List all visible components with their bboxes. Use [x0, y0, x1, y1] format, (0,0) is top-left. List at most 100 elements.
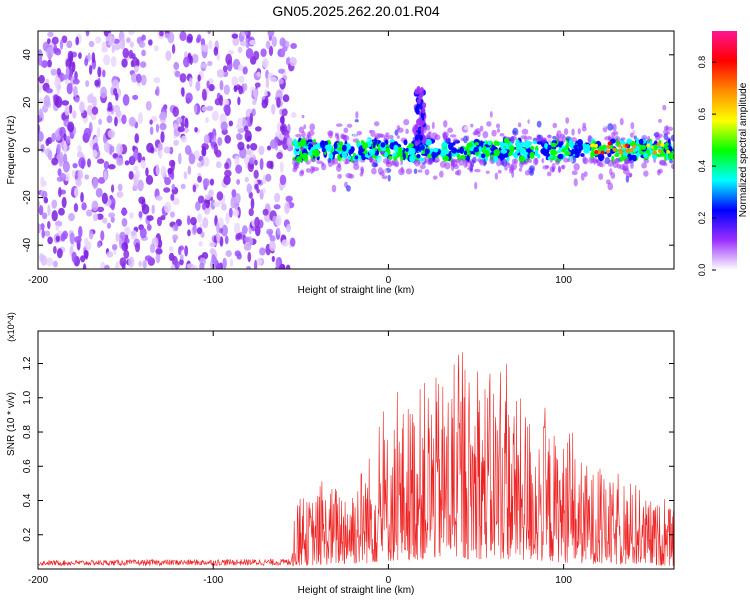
spectrogram-noise-blob [216, 222, 220, 234]
spectrogram-noise-blob [286, 223, 292, 233]
spectrogram-noise-blob [78, 225, 83, 238]
spectrogram-noise-blob [112, 153, 119, 159]
spectrogram-signal-blob [354, 155, 359, 160]
spectrogram-noise-blob [202, 217, 209, 229]
spectrogram-noise-blob [186, 33, 193, 43]
spectrogram-noise-blob [266, 160, 273, 169]
spectrogram-noise-blob [38, 204, 44, 216]
spectrogram-signal-blob [636, 137, 639, 145]
spectrogram-noise-blob [241, 225, 248, 235]
spectrogram-signal-blob [500, 149, 508, 154]
spectrogram-noise-blob [265, 40, 271, 50]
colorbar: 0.0 0.2 0.4 0.6 0.8 Normalized spectral ampl… [697, 31, 749, 276]
spectrogram-signal-blob [388, 135, 394, 140]
spectrogram-noise-blob [238, 64, 244, 72]
spectrogram-noise-blob [103, 161, 110, 170]
spectrogram-noise-blob [222, 257, 227, 269]
spectrogram-noise-blob [130, 155, 135, 164]
spectrogram-noise-blob [121, 36, 126, 49]
spectrogram-noise-blob [237, 117, 244, 127]
spectrogram-noise-blob [216, 69, 225, 78]
spectrogram-noise-blob [38, 131, 44, 143]
spectrogram-noise-blob [172, 234, 179, 241]
spectrogram-spike-blob [419, 90, 424, 97]
spectrogram-noise-blob [134, 242, 141, 253]
spectrogram-signal-blob [339, 141, 344, 147]
spectrogram-signal-blob [580, 172, 585, 181]
spectrogram-noise-blob [208, 83, 215, 92]
spectrogram-signal-blob [493, 154, 499, 163]
spectrogram-noise-blob [237, 46, 243, 54]
spectrogram-noise-blob [224, 134, 232, 144]
spectrogram-signal-blob [472, 156, 477, 164]
spectrogram-signal-blob [570, 137, 578, 143]
spectrogram-noise-blob [67, 212, 75, 222]
spectrogram-noise-blob [56, 143, 61, 155]
spectrogram-signal-blob [357, 159, 361, 163]
spectrogram-strong-blob [612, 147, 617, 152]
spectrogram-noise-blob [111, 79, 120, 91]
spectrogram-y-tick-label: 20 [22, 96, 33, 108]
spectrogram-signal-blob [473, 128, 479, 136]
spectrogram-noise-blob [214, 98, 221, 106]
spectrogram-noise-blob [254, 159, 258, 166]
spectrogram-noise-blob [140, 74, 147, 86]
spectrogram-signal-blob [573, 178, 578, 187]
spectrogram-noise-blob [107, 129, 116, 139]
spectrogram-signal-blob [295, 133, 302, 138]
spectrogram-noise-blob [92, 213, 99, 222]
spectrogram-noise-blob [149, 119, 153, 125]
spectrogram-noise-blob [41, 229, 45, 239]
spectrogram-signal-blob [527, 158, 533, 164]
spectrogram-noise-blob [224, 162, 229, 170]
spectrogram-noise-blob [252, 99, 257, 106]
spectrogram-noise-blob [38, 74, 45, 84]
spectrogram-signal-blob [486, 121, 492, 127]
spectrogram-noise-blob [180, 183, 186, 190]
spectrogram-spike-blob [414, 88, 419, 95]
spectrogram-noise-blob [56, 151, 64, 164]
spectrogram-noise-blob [254, 82, 261, 88]
spectrogram-noise-blob [51, 210, 58, 222]
spectrogram-noise-blob [215, 161, 222, 169]
spectrogram-noise-blob [96, 206, 105, 213]
spectrogram-signal-blob [541, 137, 548, 144]
spectrogram-signal-blob [560, 133, 565, 139]
spectrogram-signal-blob [526, 136, 533, 140]
spectrogram-noise-blob [254, 225, 261, 237]
spectrogram-noise-blob [144, 255, 153, 262]
spectrogram-signal-blob [523, 160, 528, 165]
snr-series-line [38, 352, 674, 567]
spectrogram-noise-blob [189, 55, 193, 65]
spectrogram-noise-blob [172, 197, 180, 206]
spectrogram-signal-blob [474, 168, 481, 173]
spectrogram-signal-blob [379, 150, 386, 155]
spectrogram-noise-blob [100, 230, 105, 241]
spectrogram-noise-blob [271, 36, 277, 47]
spectrogram-noise-blob [262, 208, 269, 216]
spectrogram-noise-blob [174, 260, 180, 269]
spectrogram-noise-blob [128, 170, 134, 180]
spectrogram-noise-blob [72, 110, 77, 119]
spectrogram-noise-blob [281, 108, 288, 117]
spectrogram-signal-blob [515, 149, 520, 154]
spectrogram-signal-blob [451, 147, 458, 154]
spectrogram-noise-blob [110, 55, 117, 67]
spectrogram-x-axis-label: Height of straight line (km) [298, 285, 415, 296]
spectrogram-noise-blob [111, 244, 118, 251]
spectrogram-noise-blob [88, 230, 94, 240]
spectrogram-noise-blob [222, 65, 228, 73]
spectrogram-noise-blob [194, 127, 198, 133]
spectrogram-noise-blob [208, 40, 213, 50]
spectrogram-noise-blob [246, 265, 251, 269]
spectrogram-noise-blob [62, 160, 70, 173]
spectrogram-noise-blob [201, 106, 208, 112]
spectrogram-signal-blob [298, 141, 301, 147]
spectrogram-noise-blob [129, 41, 134, 48]
spectrogram-y-tick-label: -20 [22, 190, 33, 205]
spectrogram-signal-blob [662, 104, 667, 111]
spectrogram-signal-blob [598, 173, 604, 180]
spectrogram-noise-blob [121, 58, 128, 68]
spectrogram-noise-blob [66, 40, 72, 49]
spectrogram-noise-blob [197, 74, 201, 82]
